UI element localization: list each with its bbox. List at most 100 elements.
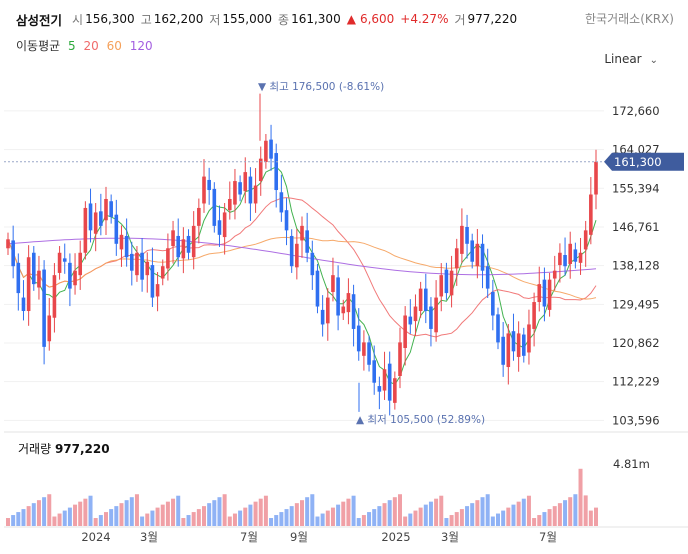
- candle-body: [140, 252, 144, 280]
- candle-body: [99, 211, 103, 226]
- volume-bar: [202, 506, 206, 526]
- candle-body: [346, 293, 351, 313]
- volume-bar: [557, 503, 562, 526]
- volume-bar: [109, 509, 114, 526]
- candle-body: [521, 334, 526, 356]
- candle-body: [310, 252, 315, 276]
- volume-bar: [243, 507, 248, 526]
- volume-bar: [263, 495, 268, 526]
- volume-title-label: 거래량: [18, 442, 52, 456]
- volume-bar: [521, 498, 526, 526]
- candle-body: [171, 230, 175, 247]
- ma-legend-60[interactable]: 60: [106, 39, 122, 53]
- volume-bar: [47, 494, 52, 526]
- ma-legend-120[interactable]: 120: [129, 39, 153, 53]
- candle-body: [52, 275, 57, 318]
- candle-body: [516, 333, 521, 357]
- volume-bar: [6, 518, 10, 526]
- high-value: 162,200: [153, 12, 204, 26]
- volume-bar: [418, 507, 423, 526]
- scale-dropdown[interactable]: Linear ⌄: [604, 52, 658, 66]
- candle-body: [145, 261, 150, 276]
- volume-bar: [232, 513, 237, 526]
- candle-body: [398, 342, 402, 376]
- volume-bar: [207, 503, 212, 526]
- volume-label: 거: [454, 12, 466, 27]
- candle-body: [578, 252, 583, 263]
- close-value: 161,300: [291, 12, 341, 26]
- volume-bar: [21, 509, 26, 526]
- volume-bar: [537, 515, 542, 526]
- candle-body: [542, 279, 547, 307]
- candle-body: [552, 270, 557, 279]
- scale-mode: Linear: [604, 52, 642, 66]
- volume-bar: [594, 507, 598, 526]
- candle-body: [496, 314, 500, 343]
- volume-bar: [36, 500, 41, 526]
- candle-body: [423, 288, 428, 312]
- candle-body: [57, 252, 62, 273]
- volume-bar: [501, 510, 506, 526]
- volume-bar: [52, 516, 57, 526]
- volume-bar: [506, 507, 511, 526]
- ma-legend-20[interactable]: 20: [83, 39, 99, 53]
- candle-body: [202, 176, 206, 204]
- candle-body: [258, 158, 263, 182]
- candle-body: [418, 288, 423, 312]
- volume-bar: [73, 504, 78, 526]
- volume-title: 거래량 977,220: [18, 440, 110, 457]
- volume-bar: [42, 497, 47, 526]
- candle-body: [300, 225, 304, 241]
- volume-bar: [196, 509, 201, 526]
- candle-body: [31, 252, 36, 285]
- change-arrow-icon: ▲: [346, 12, 356, 26]
- candle-body: [341, 306, 346, 314]
- volume-bar: [563, 500, 568, 526]
- ma-legend-5[interactable]: 5: [68, 39, 76, 53]
- candle-body: [238, 182, 242, 195]
- candle-body: [460, 225, 464, 254]
- volume-bar: [320, 513, 325, 526]
- candle-body: [6, 239, 10, 249]
- volume-bar: [532, 518, 537, 526]
- candle-body: [583, 230, 588, 250]
- volume-bar: [98, 515, 103, 526]
- ma-legend[interactable]: 이동평균 5 20 60 120: [16, 37, 153, 54]
- volume-bar: [160, 504, 165, 526]
- volume-bar: [573, 494, 578, 526]
- volume-bar: [351, 495, 356, 526]
- volume-bar: [423, 504, 428, 526]
- candle-body: [387, 363, 392, 401]
- candle-body: [248, 176, 253, 204]
- candle-body: [37, 270, 41, 288]
- volume-bar: [475, 500, 480, 526]
- price-tick-label: 172,660: [612, 104, 660, 118]
- volume-bar: [31, 503, 36, 526]
- candle-body: [212, 188, 217, 226]
- volume-bar: [356, 518, 361, 526]
- volume-bar: [305, 497, 310, 526]
- candle-body: [589, 194, 593, 235]
- candle-body: [68, 262, 72, 289]
- candle-body: [181, 239, 186, 259]
- volume-bar: [485, 494, 490, 526]
- chevron-down-icon: ⌄: [649, 55, 658, 66]
- price-tick-label: 146,761: [612, 220, 660, 234]
- volume-bar: [274, 515, 279, 526]
- high-label: 고: [140, 12, 152, 27]
- volume-bar: [150, 510, 155, 526]
- volume-bar: [588, 510, 593, 526]
- volume-bar: [408, 513, 413, 526]
- candle-body: [480, 243, 485, 271]
- volume-bar: [542, 512, 547, 526]
- candle-body: [222, 212, 227, 238]
- volume-bar: [454, 512, 459, 526]
- volume-bar: [16, 512, 21, 526]
- candle-body: [150, 265, 155, 298]
- volume-bar: [191, 512, 196, 526]
- volume-bar: [439, 495, 444, 526]
- candle-body: [16, 262, 21, 294]
- volume-bar: [315, 516, 320, 526]
- candle-body: [362, 342, 366, 356]
